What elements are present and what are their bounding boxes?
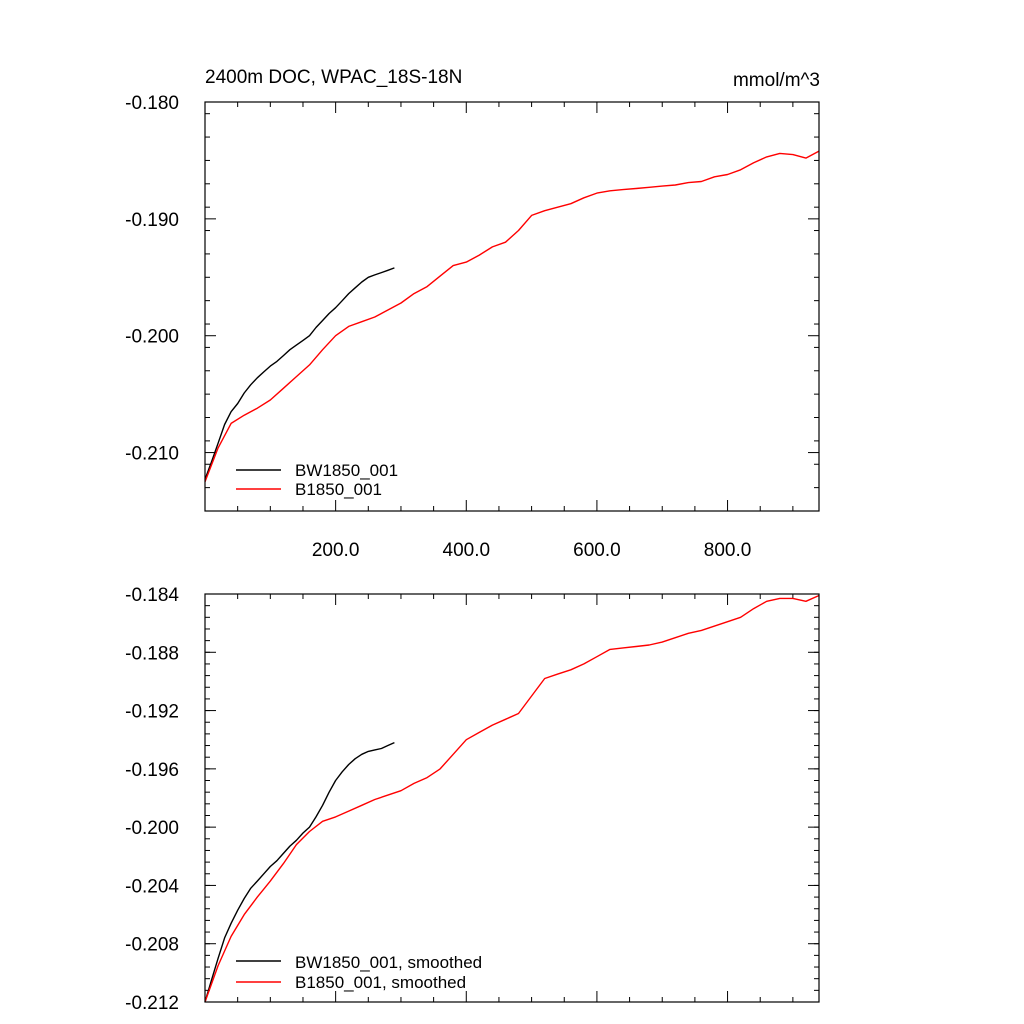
- top-panel: 2400m DOC, WPAC_18S-18N mmol/m^3 200.0 40…: [125, 67, 820, 561]
- y-tick-label: -0.196: [125, 760, 179, 781]
- bottom-panel-frame: [204, 593, 820, 1003]
- series-line-bw1850-001-smoothed: [204, 741, 395, 1003]
- legend-label-b1850: B1850_001: [295, 480, 382, 499]
- top-panel-series: [204, 150, 820, 483]
- y-tick-label: -0.204: [125, 876, 179, 897]
- x-tick-label: 200.0: [312, 540, 360, 561]
- y-tick-label: -0.210: [125, 444, 179, 465]
- y-tick-label: -0.200: [125, 327, 179, 348]
- series-line-bw1850-001: [204, 267, 395, 480]
- y-tick-label: -0.208: [125, 935, 179, 956]
- bottom-panel-series: [204, 594, 820, 1003]
- legend-label-b1850-smoothed: B1850_001, smoothed: [295, 973, 466, 992]
- y-tick-label: -0.192: [125, 702, 179, 723]
- bottom-panel-axes: -0.212 -0.208 -0.204 -0.200 -0.196 -0.192 -0.1…: [125, 585, 819, 1014]
- y-tick-label: -0.188: [125, 643, 179, 664]
- top-panel-axes: 200.0 400.0 600.0 800.0 -0.210 -0.200 -0.190 -0…: [125, 93, 819, 561]
- legend-label-bw1850-smoothed: BW1850_001, smoothed: [295, 953, 482, 972]
- bottom-panel-legend: BW1850_001, smoothed B1850_001, smoothed: [236, 953, 482, 992]
- units-label: mmol/m^3: [733, 70, 820, 91]
- top-panel-legend: BW1850_001 B1850_001: [236, 461, 398, 499]
- top-panel-title: 2400m DOC, WPAC_18S-18N: [205, 67, 462, 88]
- y-tick-label: -0.184: [125, 585, 179, 606]
- legend-label-bw1850: BW1850_001: [295, 461, 398, 480]
- series-line-b1850-001: [204, 150, 820, 483]
- bottom-panel: -0.212 -0.208 -0.204 -0.200 -0.196 -0.192 -0.1…: [125, 585, 820, 1014]
- x-tick-label: 800.0: [704, 540, 752, 561]
- series-line-b1850-001-smoothed: [204, 594, 820, 1003]
- x-tick-label: 600.0: [573, 540, 621, 561]
- y-tick-label: -0.190: [125, 210, 179, 231]
- y-tick-label: -0.180: [125, 93, 179, 114]
- x-tick-label: 400.0: [443, 540, 491, 561]
- top-panel-frame: [204, 101, 820, 512]
- y-tick-label: -0.212: [125, 993, 179, 1014]
- y-tick-label: -0.200: [125, 818, 179, 839]
